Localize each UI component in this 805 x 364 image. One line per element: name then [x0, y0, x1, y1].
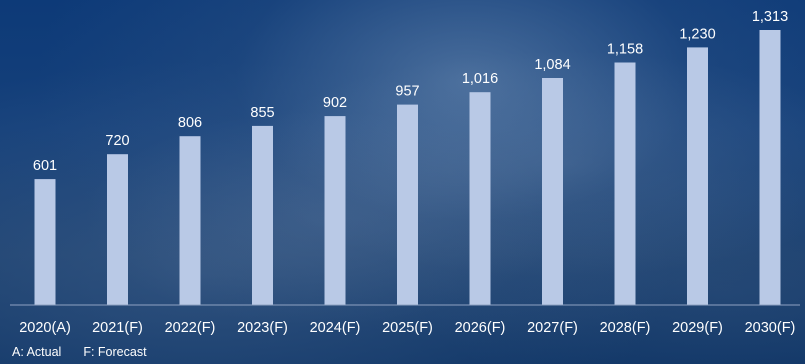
value-labels-group: 601 720 806 855 902 957 1,016 1,084 1,158 1,230 1,…: [33, 9, 788, 174]
legend-forecast: F: Forecast: [83, 345, 147, 359]
bar-2029(F): [687, 47, 708, 306]
tick-label-2027(F): 2027(F): [527, 320, 578, 336]
legend: A: Actual F: Forecast: [12, 345, 147, 359]
bar-2028(F): [614, 62, 636, 305]
bar-2027(F): [542, 78, 563, 305]
value-label-2024(F): 902: [323, 95, 347, 111]
legend-actual: A: Actual: [12, 345, 62, 359]
value-label-2023(F): 855: [250, 105, 274, 121]
bar-2023(F): [252, 125, 273, 306]
value-label-2027(F): 1,084: [534, 57, 570, 73]
bar-2020(A): [34, 179, 56, 305]
tick-label-2020(A): 2020(A): [19, 320, 71, 336]
bar-2024(F): [324, 116, 346, 305]
bars-group: [34, 30, 781, 306]
bar-2030(F): [759, 30, 781, 305]
tick-label-2030(F): 2030(F): [745, 320, 796, 336]
value-label-2020(A): 601: [33, 158, 57, 174]
value-label-2025(F): 957: [395, 84, 419, 100]
tick-label-2026(F): 2026(F): [455, 320, 506, 336]
tick-label-2021(F): 2021(F): [92, 320, 143, 336]
bar-2022(F): [179, 136, 201, 305]
tick-label-2025(F): 2025(F): [382, 320, 433, 336]
bar-2026(F): [469, 92, 491, 305]
tick-label-2022(F): 2022(F): [165, 320, 216, 336]
bar-2021(F): [107, 154, 128, 305]
tick-label-2024(F): 2024(F): [310, 320, 361, 336]
tick-label-2028(F): 2028(F): [600, 320, 651, 336]
tick-label-2023(F): 2023(F): [237, 320, 288, 336]
value-label-2022(F): 806: [178, 115, 202, 131]
value-label-2021(F): 720: [105, 133, 129, 149]
bar-2025(F): [397, 104, 418, 305]
tick-label-2029(F): 2029(F): [672, 320, 723, 336]
value-label-2029(F): 1,230: [679, 26, 715, 42]
value-label-2030(F): 1,313: [752, 9, 788, 25]
x-tick-labels-group: 2020(A) 2021(F) 2022(F) 2023(F) 2024(F) 2025(…: [19, 320, 795, 336]
value-label-2028(F): 1,158: [607, 42, 643, 58]
value-label-2026(F): 1,016: [462, 71, 498, 87]
